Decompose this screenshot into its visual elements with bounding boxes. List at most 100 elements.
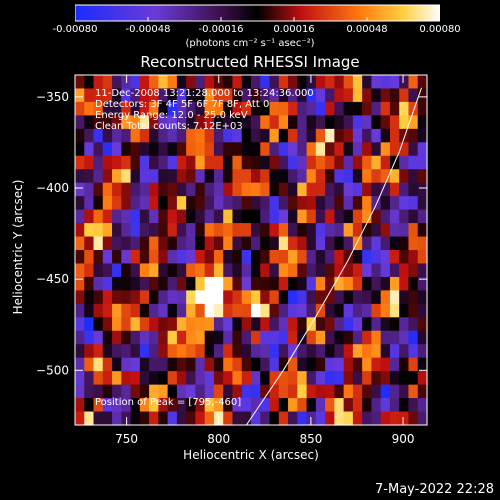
heatmap-cell [102, 330, 113, 345]
y-axis-label: Heliocentric Y (arcsec) [11, 179, 25, 315]
heatmap-cell [241, 88, 252, 103]
heatmap-cell [75, 182, 85, 197]
heatmap-cell [251, 317, 261, 332]
heatmap-cell [102, 344, 113, 359]
heatmap-cell [186, 115, 197, 130]
heatmap-cell [260, 209, 271, 224]
heatmap-cell [195, 101, 206, 116]
heatmap-cell [176, 223, 187, 238]
heatmap-cell [167, 101, 178, 116]
heatmap-cell [139, 209, 150, 224]
heatmap-cell [186, 169, 197, 184]
heatmap-cell [176, 411, 187, 426]
heatmap-cell [315, 290, 326, 305]
heatmap-cell [380, 142, 391, 157]
heatmap-cell [167, 209, 178, 224]
heatmap-cell [139, 223, 150, 238]
heatmap-cell [195, 142, 206, 157]
heatmap-cell [408, 263, 419, 278]
heatmap-cell [389, 263, 400, 278]
heatmap-cell [306, 398, 317, 413]
heatmap-cell [352, 263, 363, 278]
heatmap-cell [297, 223, 308, 238]
heatmap-cell [158, 371, 169, 386]
heatmap-cell [167, 330, 178, 345]
heatmap-cell [334, 155, 345, 170]
heatmap-cell [408, 250, 419, 265]
heatmap-cell [241, 155, 252, 170]
heatmap-cell [362, 398, 373, 413]
heatmap-cell [204, 398, 215, 413]
heatmap-cell [223, 303, 234, 318]
heatmap-cell [417, 128, 428, 143]
heatmap-cell [176, 330, 187, 345]
heatmap-cell [204, 371, 215, 386]
heatmap-cell [325, 330, 335, 345]
heatmap-cell [167, 303, 178, 318]
heatmap-cell [121, 263, 132, 278]
heatmap-cell [297, 357, 308, 372]
heatmap-cell [204, 236, 215, 251]
heatmap-cell [213, 115, 224, 130]
info-peak: Position of Peak = [795,-460] [95, 397, 242, 408]
heatmap-cell [288, 276, 298, 291]
heatmap-cell [130, 196, 141, 211]
heatmap-cell [84, 250, 95, 265]
heatmap-cell [315, 384, 326, 399]
heatmap-cell [371, 263, 382, 278]
heatmap-cell [269, 75, 280, 90]
x-tick-label: 750 [115, 432, 138, 446]
heatmap-cell [204, 384, 215, 399]
heatmap-cell [380, 155, 391, 170]
heatmap-cell [389, 196, 400, 211]
heatmap-cell [102, 209, 113, 224]
heatmap-cell [213, 330, 224, 345]
heatmap-cell [371, 317, 382, 332]
heatmap-cell [288, 263, 298, 278]
heatmap-cell [204, 317, 215, 332]
heatmap-cell [75, 276, 85, 291]
heatmap-cell [408, 142, 419, 157]
heatmap-cell [241, 128, 252, 143]
heatmap-cell [93, 88, 104, 103]
heatmap-cell [260, 290, 271, 305]
heatmap-cell [269, 317, 280, 332]
heatmap-cell [167, 142, 178, 157]
heatmap-cell [260, 88, 271, 103]
heatmap-cell [278, 384, 289, 399]
heatmap-cell [112, 317, 122, 332]
heatmap-cell [149, 142, 159, 157]
y-tick-label: −450 [36, 272, 69, 286]
heatmap-cell [167, 263, 178, 278]
heatmap-cell [186, 357, 197, 372]
heatmap-cell [297, 290, 308, 305]
heatmap-cell [223, 250, 234, 265]
heatmap-cell [260, 276, 271, 291]
heatmap-cell [130, 371, 141, 386]
heatmap-cell [334, 303, 345, 318]
heatmap-cell [232, 236, 243, 251]
heatmap-cell [288, 317, 298, 332]
heatmap-cell [352, 75, 363, 90]
solar-limb-curve [245, 87, 422, 426]
heatmap-cell [93, 276, 104, 291]
heatmap-cell [417, 250, 428, 265]
heatmap-cell [306, 115, 317, 130]
heatmap-cell [380, 398, 391, 413]
heatmap-cell [112, 398, 122, 413]
heatmap-cell [167, 290, 178, 305]
x-tick-label: 800 [207, 432, 230, 446]
heatmap-cell [167, 384, 178, 399]
heatmap-cell [84, 101, 95, 116]
heatmap-cell [334, 317, 345, 332]
heatmap-cell [399, 303, 410, 318]
heatmap-cell [158, 209, 169, 224]
heatmap-cell [269, 371, 280, 386]
heatmap-cell [158, 115, 169, 130]
heatmap-cell [389, 276, 400, 291]
heatmap-cell [102, 101, 113, 116]
heatmap-cell [399, 276, 410, 291]
heatmap-cell [269, 142, 280, 157]
heatmap-cell [112, 115, 122, 130]
heatmap-cell [380, 209, 391, 224]
